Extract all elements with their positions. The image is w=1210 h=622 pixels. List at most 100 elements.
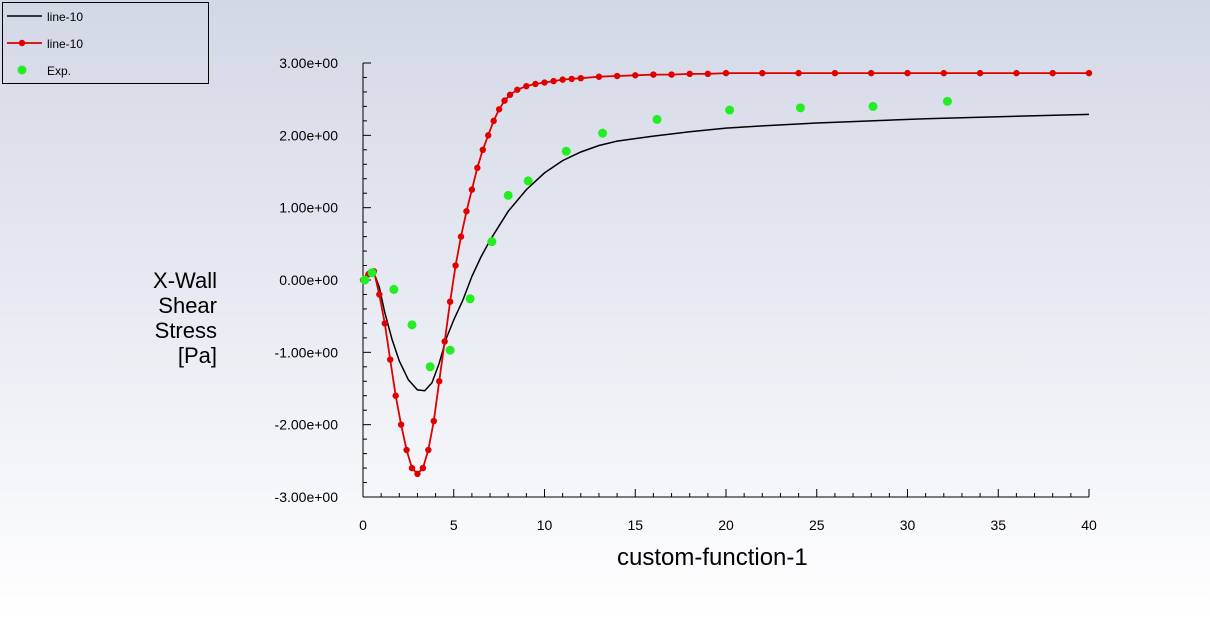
series-3-point bbox=[389, 284, 399, 294]
series-2-point bbox=[595, 73, 603, 80]
series-2-point bbox=[613, 72, 621, 80]
series-2-point bbox=[479, 146, 486, 153]
series-2-point bbox=[457, 233, 465, 240]
series-3-point bbox=[445, 345, 455, 355]
series-2-point bbox=[397, 421, 405, 428]
series-2-point bbox=[559, 76, 566, 83]
series-2-point bbox=[1049, 69, 1056, 77]
series-3-point bbox=[523, 176, 533, 186]
series-2-point bbox=[430, 417, 437, 425]
series-2-point bbox=[523, 82, 530, 90]
series-2-point bbox=[976, 69, 984, 77]
series-3-point bbox=[942, 96, 952, 106]
x-tick-label: 15 bbox=[627, 517, 643, 533]
series-2-point bbox=[632, 72, 639, 79]
series-2-point bbox=[446, 298, 454, 305]
series-2-point bbox=[704, 70, 712, 78]
series-3-point bbox=[561, 146, 571, 156]
series-2-point bbox=[414, 470, 421, 478]
series-2-point bbox=[668, 71, 675, 78]
legend-swatch-2-marker-icon bbox=[18, 39, 26, 47]
series-2-point bbox=[904, 69, 911, 77]
x-axis-label: custom-function-1 bbox=[617, 544, 808, 571]
series-2-point bbox=[532, 80, 539, 88]
series-3-point bbox=[407, 320, 417, 330]
series-2-point bbox=[468, 186, 476, 193]
y-axis-label: X-Wall Shear Stress [Pa] bbox=[153, 268, 217, 368]
series-2-point bbox=[403, 446, 410, 454]
series-2-point bbox=[376, 291, 383, 298]
series-2-point bbox=[722, 69, 730, 77]
legend: line-10 line-10 Exp. bbox=[2, 2, 209, 84]
series-2-point bbox=[419, 464, 427, 472]
x-tick-label: 30 bbox=[900, 517, 916, 533]
x-tick-label: 0 bbox=[359, 517, 367, 533]
series-3-point bbox=[725, 105, 735, 115]
series-2-point bbox=[831, 69, 839, 77]
series-2-point bbox=[650, 71, 657, 78]
x-tick-label: 35 bbox=[990, 517, 1006, 533]
series-2-point bbox=[568, 75, 575, 83]
series-2-point bbox=[495, 106, 503, 113]
series-2-point bbox=[408, 464, 416, 472]
series-2-point bbox=[436, 378, 443, 385]
series-2-point bbox=[425, 446, 432, 454]
series-3-point bbox=[425, 362, 435, 372]
legend-entry-2-label: line-10 bbox=[47, 37, 84, 51]
series-3-point bbox=[465, 294, 475, 304]
series-2-point bbox=[541, 79, 548, 86]
y-tick-label: 0.00e+00 bbox=[279, 272, 338, 288]
series-2-point bbox=[1013, 69, 1020, 77]
series-3-point bbox=[598, 128, 608, 138]
series-1-line bbox=[362, 113, 1090, 392]
series-3-point bbox=[652, 114, 662, 124]
series-2-point bbox=[474, 164, 481, 172]
x-tick-label: 10 bbox=[537, 517, 553, 533]
series-2-point bbox=[940, 69, 947, 77]
series-2-point bbox=[1085, 69, 1093, 77]
series-2-point bbox=[452, 262, 459, 269]
series-2-point bbox=[463, 208, 470, 215]
y-axis-label-line-2: Shear bbox=[158, 293, 217, 318]
series-2-point bbox=[759, 69, 766, 77]
y-tick-label: 1.00e+00 bbox=[279, 200, 338, 216]
y-axis-label-line-3: Stress bbox=[154, 318, 217, 343]
legend-swatch-3-icon bbox=[17, 65, 27, 75]
legend-entry-3-label: Exp. bbox=[47, 64, 72, 78]
series-2-line bbox=[362, 72, 1089, 476]
series-2-point bbox=[381, 320, 388, 327]
series-layer bbox=[359, 69, 1093, 478]
series-3-point bbox=[360, 275, 370, 285]
series-2-point bbox=[686, 70, 693, 78]
y-tick-label: 2.00e+00 bbox=[279, 127, 338, 143]
series-2-point bbox=[490, 117, 497, 125]
series-2-point bbox=[514, 86, 521, 93]
y-tick-label: -2.00e+00 bbox=[275, 417, 339, 433]
series-2-point bbox=[485, 132, 492, 139]
series-3-point bbox=[503, 190, 513, 200]
series-2-point bbox=[868, 69, 875, 77]
series-2-point bbox=[577, 74, 584, 82]
y-axis-label-line-1: X-Wall bbox=[153, 268, 217, 293]
y-axis-label-line-4: [Pa] bbox=[177, 343, 217, 368]
y-tick-label: -3.00e+00 bbox=[275, 489, 339, 505]
x-tick-label: 40 bbox=[1081, 517, 1097, 533]
legend-entry-1-label: line-10 bbox=[47, 10, 84, 24]
series-2-point bbox=[550, 77, 557, 85]
x-tick-label: 5 bbox=[450, 517, 458, 533]
series-2-point bbox=[506, 91, 514, 99]
series-2-point bbox=[501, 97, 508, 104]
axes: 0 5 10 15 20 25 30 35 40 -3.00e+00 -2.00e+00 -1.00e… bbox=[275, 55, 1097, 533]
y-tick-label: 3.00e+00 bbox=[279, 55, 338, 71]
series-2-point bbox=[392, 392, 399, 399]
x-tick-label: 25 bbox=[809, 517, 825, 533]
series-2-point bbox=[795, 69, 802, 77]
series-3-point bbox=[367, 268, 377, 278]
series-3-point bbox=[487, 237, 497, 247]
series-3-point bbox=[868, 101, 878, 111]
series-3-point bbox=[795, 103, 805, 113]
series-2-point bbox=[441, 338, 448, 345]
legend-swatches bbox=[7, 15, 42, 75]
y-tick-label: -1.00e+00 bbox=[275, 344, 339, 360]
